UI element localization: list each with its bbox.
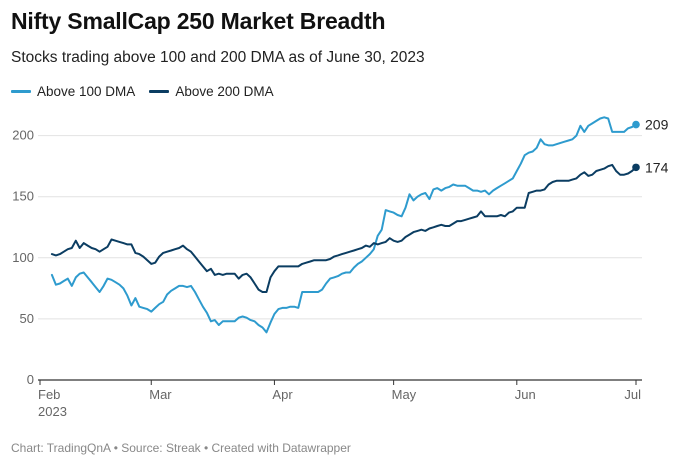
legend-item-100dma: Above 100 DMA: [11, 84, 135, 99]
legend-label-200dma: Above 200 DMA: [175, 84, 274, 99]
gridlines: [38, 135, 642, 320]
x-tick-label: Apr: [272, 387, 293, 402]
x-tick-label: Jul: [624, 387, 641, 402]
chart-footer: Chart: TradingQnA • Source: Streak • Cre…: [11, 441, 351, 455]
series-end-dot-0: [632, 120, 640, 129]
series-end-dot-1: [632, 163, 640, 172]
y-tick-label: 200: [12, 128, 34, 143]
x-tick-label: Jun: [515, 387, 536, 402]
x-tick-label: May: [392, 387, 417, 402]
axes: 0 50 100 150 200 Feb 2023 Mar Apr May Jun Jul: [12, 128, 642, 419]
series-end-label-1: 174: [645, 159, 669, 175]
legend-swatch-200dma: [149, 90, 170, 93]
series-end-label-0: 209: [645, 117, 669, 133]
y-tick-label: 150: [12, 189, 34, 204]
y-tick-label: 100: [12, 250, 34, 265]
end-labels: 209 174: [645, 117, 669, 176]
x-tick-sublabel: 2023: [38, 404, 67, 419]
legend-label-100dma: Above 100 DMA: [37, 84, 136, 99]
chart-subtitle: Stocks trading above 100 and 200 DMA as …: [11, 49, 425, 66]
legend-item-200dma: Above 200 DMA: [149, 84, 274, 99]
series-line-0: [50, 116, 637, 334]
legend: Above 100 DMA Above 200 DMA: [11, 84, 288, 99]
x-tick-label: Feb: [38, 387, 60, 402]
series-line-1: [50, 163, 637, 293]
chart-title: Nifty SmallCap 250 Market Breadth: [11, 8, 386, 34]
series-lines: [50, 116, 640, 334]
y-tick-label: 0: [27, 372, 34, 387]
legend-swatch-100dma: [11, 90, 31, 93]
y-tick-label: 50: [20, 311, 34, 326]
x-tick-label: Mar: [149, 387, 172, 402]
